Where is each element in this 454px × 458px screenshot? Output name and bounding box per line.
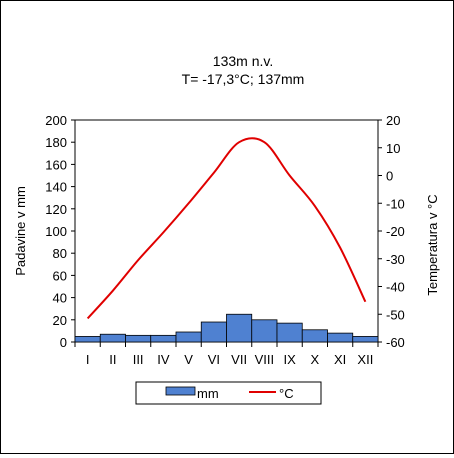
x-tick-label-X: X (311, 352, 320, 367)
plot-area (74, 119, 379, 343)
x-axis: I II III IV V VI VII VIII IX X XI XII (74, 342, 379, 367)
precip-bar-IX (276, 322, 303, 343)
precipitation-bars (74, 313, 379, 343)
left-tick-label: 0 (60, 335, 67, 350)
precip-bar-VIII (251, 319, 278, 343)
right-tick-label: -50 (386, 307, 405, 322)
x-tick-label-III: III (133, 352, 144, 367)
precip-bar-II (99, 333, 126, 343)
legend: mm °C (135, 381, 322, 405)
left-tick-label: 120 (45, 202, 67, 217)
right-tick-label: -20 (386, 224, 405, 239)
left-tick-label: 20 (53, 313, 67, 328)
precip-bar-I (74, 336, 101, 343)
left-tick-label: 60 (53, 268, 67, 283)
x-tick-label-VII: VII (231, 352, 247, 367)
right-tick-label: -60 (386, 335, 405, 350)
x-tick-label-I: I (86, 352, 90, 367)
precip-bar-IV (150, 334, 177, 343)
left-tick-label: 80 (53, 246, 67, 261)
legend-label-line: °C (279, 386, 294, 401)
right-tick-label: -40 (386, 280, 405, 295)
right-axis: -60 -50 -40 -30 -20 -10 0 10 20 (378, 113, 405, 350)
precip-bar-XII (352, 336, 379, 343)
chart-title-line1: 133m n.v. (213, 53, 273, 69)
x-tick-label-II: II (109, 352, 116, 367)
right-tick-label: -30 (386, 252, 405, 267)
x-tick-label-IX: IX (283, 352, 296, 367)
x-tick-label-IV: IV (157, 352, 170, 367)
chart-title-line2: T= -17,3°C; 137mm (182, 71, 305, 87)
precip-bar-XI (327, 332, 354, 343)
legend-swatch-bars (165, 386, 196, 396)
left-tick-label: 180 (45, 135, 67, 150)
left-tick-label: 140 (45, 180, 67, 195)
left-tick-label: 40 (53, 291, 67, 306)
left-tick-label: 200 (45, 113, 67, 128)
precip-bar-X (301, 329, 328, 343)
x-tick-label-XII: XII (357, 352, 373, 367)
temperature-line (86, 137, 367, 320)
right-tick-label: 20 (386, 113, 400, 128)
right-tick-label: 0 (386, 169, 393, 184)
left-tick-label: 160 (45, 157, 67, 172)
y-axis-left-label: Padavine v mm (13, 186, 28, 276)
precip-bar-VII (226, 313, 253, 343)
right-tick-label: 10 (386, 141, 400, 156)
x-tick-label-VIII: VIII (255, 352, 275, 367)
left-axis: 0 20 40 60 80 100 120 140 160 180 200 (45, 113, 75, 350)
x-tick-label-XI: XI (334, 352, 346, 367)
legend-label-bars: mm (197, 386, 219, 401)
right-tick-label: -10 (386, 196, 405, 211)
left-tick-label: 100 (45, 224, 67, 239)
y-axis-right-label: Temperatura v °C (425, 194, 440, 295)
precip-bar-VI (200, 321, 227, 343)
precip-bar-III (125, 334, 152, 343)
x-tick-label-VI: VI (208, 352, 220, 367)
x-tick-label-V: V (184, 352, 193, 367)
precip-bar-V (175, 331, 202, 343)
